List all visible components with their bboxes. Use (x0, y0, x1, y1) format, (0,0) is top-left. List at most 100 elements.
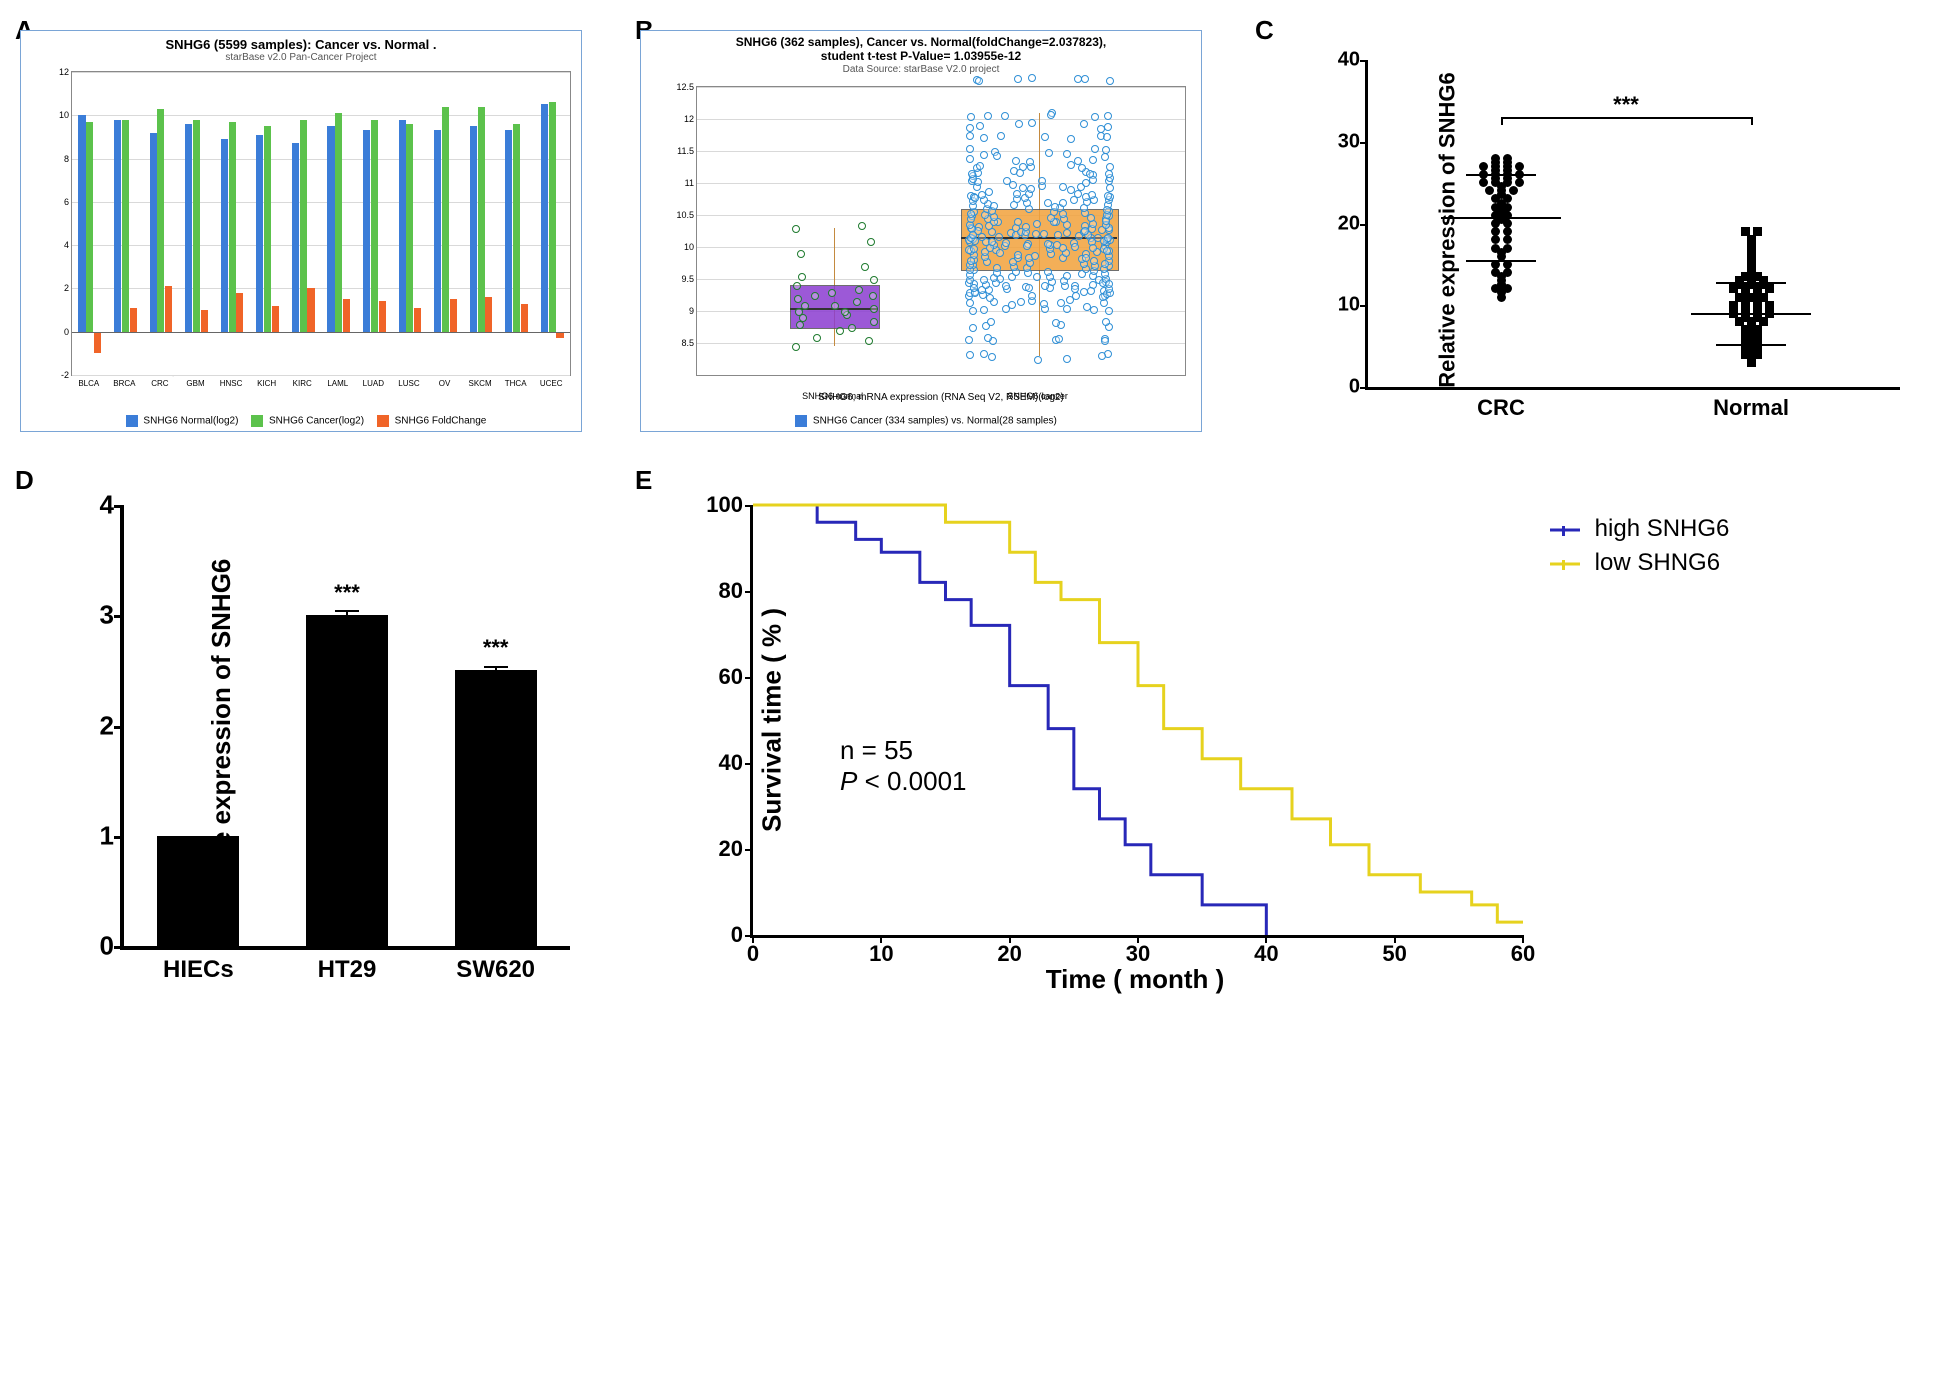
xcat: CRC (1477, 395, 1525, 421)
panel-a-legend: SNHG6 Normal(log2) SNHG6 Cancer(log2) SN… (21, 415, 581, 427)
jitter-point (1028, 292, 1036, 300)
jitter-point (792, 343, 800, 351)
jitter-point (1091, 145, 1099, 153)
panel-e-wrap: Survival time ( % ) 02040608010001020304… (640, 485, 1840, 1005)
bar-normal (150, 133, 157, 332)
bar-fold (521, 304, 528, 332)
panel-c-plot: 010203040CRCNormal*** (1365, 60, 1900, 390)
jitter-point (1028, 74, 1036, 82)
data-point (1747, 260, 1756, 269)
jitter-point (966, 132, 974, 140)
bar-normal (363, 130, 370, 331)
note-p: P < 0.0001 (840, 766, 967, 797)
survival-svg (753, 505, 1523, 935)
data-point (1491, 244, 1500, 253)
data-point (1485, 186, 1494, 195)
data-point (1503, 244, 1512, 253)
bar-normal (221, 139, 228, 332)
xlabel: KIRC (293, 379, 312, 388)
jitter-point (848, 324, 856, 332)
bar-normal (434, 130, 441, 331)
jitter-point (1008, 301, 1016, 309)
jitter-point (1001, 112, 1009, 120)
jitter-point (988, 353, 996, 361)
data-point (1491, 235, 1500, 244)
jitter-point (1040, 300, 1048, 308)
bar-fold (307, 288, 314, 331)
bar-fold (343, 299, 350, 331)
figure-grid: A SNHG6 (5599 samples): Cancer vs. Norma… (20, 20, 1926, 1010)
jitter-point (971, 194, 979, 202)
jitter-point (997, 132, 1005, 140)
data-point (1747, 268, 1756, 277)
jitter-point (1087, 287, 1095, 295)
jitter-point (1019, 184, 1027, 192)
bar-normal (292, 143, 299, 331)
jitter-point (858, 222, 866, 230)
data-point (1503, 227, 1512, 236)
jitter-point (1106, 163, 1114, 171)
survival-curve (753, 505, 1523, 922)
bar-normal (256, 135, 263, 332)
jitter-point (870, 276, 878, 284)
xlabel: BRCA (113, 379, 135, 388)
bar-fold (130, 308, 137, 332)
jitter-point (1105, 307, 1113, 315)
data-point (1747, 252, 1756, 261)
jitter-point (1027, 185, 1035, 193)
jitter-point (1063, 305, 1071, 313)
jitter-point (870, 318, 878, 326)
panel-d-plot: 01234HIECs***HT29***SW620 (120, 505, 570, 950)
jitter-point (980, 350, 988, 358)
bar-cancer (335, 113, 342, 332)
jitter-point (1057, 299, 1065, 307)
jitter-point (1038, 177, 1046, 185)
jitter-point (976, 122, 984, 130)
jitter-point (1067, 135, 1075, 143)
bar-cancer (229, 122, 236, 332)
xlabel: THCA (505, 379, 527, 388)
data-point (1729, 301, 1738, 310)
jitter-point (831, 302, 839, 310)
legend-text-low: low SHNG6 (1595, 549, 1720, 576)
panel-a-title: SNHG6 (5599 samples): Cancer vs. Normal … (21, 31, 581, 52)
legend-item-low: low SHNG6 (1550, 549, 1729, 577)
jitter-point (985, 188, 993, 196)
bar-fold (272, 306, 279, 332)
bar (306, 615, 388, 946)
jitter-point (1047, 111, 1055, 119)
jitter-point (984, 112, 992, 120)
jitter-point (1063, 272, 1071, 280)
bar-fold (201, 310, 208, 332)
jitter-point (1015, 120, 1023, 128)
data-point (1491, 268, 1500, 277)
bar-cancer (478, 107, 485, 332)
xlabel: SKCM (469, 379, 492, 388)
bar-cancer (549, 102, 556, 331)
panel-b-plot: 8.599.51010.51111.51212.5 (696, 86, 1186, 376)
jitter-point (988, 238, 996, 246)
jitter-point (969, 231, 977, 239)
xlabel: OV (439, 379, 451, 388)
xlabel: HNSC (220, 379, 243, 388)
jitter-point (1033, 273, 1041, 281)
jitter-point (1103, 247, 1111, 255)
jitter-point (1097, 125, 1105, 133)
jitter-point (1041, 133, 1049, 141)
jitter-point (966, 124, 974, 132)
jitter-point (966, 155, 974, 163)
bar-normal (399, 120, 406, 332)
jitter-point (1086, 170, 1094, 178)
jitter-point (1101, 153, 1109, 161)
data-point (1491, 227, 1500, 236)
jitter-point (798, 273, 806, 281)
jitter-point (969, 307, 977, 315)
data-point (1503, 235, 1512, 244)
jitter-point (1070, 196, 1078, 204)
jitter-point (1083, 303, 1091, 311)
bar-fold (379, 301, 386, 331)
panel-e: E Survival time ( % ) 020406080100010203… (640, 470, 1940, 1010)
jitter-point (969, 324, 977, 332)
panel-d-wrap: Relative expression of SNHG6 01234HIECs*… (20, 485, 580, 1005)
jitter-point (801, 302, 809, 310)
